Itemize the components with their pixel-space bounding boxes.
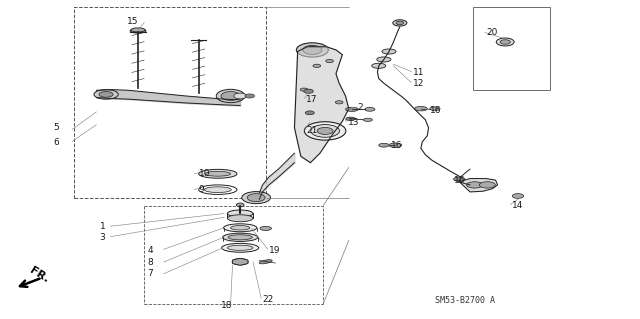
Ellipse shape <box>379 143 389 147</box>
Ellipse shape <box>479 182 495 188</box>
Text: 14: 14 <box>511 201 523 210</box>
Ellipse shape <box>198 169 237 178</box>
Ellipse shape <box>234 93 246 99</box>
Ellipse shape <box>372 63 386 68</box>
Ellipse shape <box>317 127 333 134</box>
Ellipse shape <box>393 20 407 26</box>
Ellipse shape <box>296 43 328 57</box>
Ellipse shape <box>454 177 465 181</box>
Ellipse shape <box>227 215 253 222</box>
Ellipse shape <box>130 29 146 33</box>
Ellipse shape <box>99 92 113 97</box>
Ellipse shape <box>204 187 231 193</box>
Ellipse shape <box>245 94 255 98</box>
Ellipse shape <box>228 235 252 240</box>
Ellipse shape <box>94 90 118 99</box>
Ellipse shape <box>311 124 339 137</box>
Ellipse shape <box>396 21 404 25</box>
Ellipse shape <box>300 88 308 91</box>
Text: SM53-B2700 A: SM53-B2700 A <box>435 296 495 305</box>
Ellipse shape <box>382 49 396 54</box>
Polygon shape <box>232 258 248 265</box>
Ellipse shape <box>430 107 440 111</box>
Ellipse shape <box>326 59 333 63</box>
Text: 22: 22 <box>262 295 274 304</box>
Text: 11: 11 <box>413 68 424 77</box>
Text: 7: 7 <box>148 269 154 278</box>
Ellipse shape <box>242 192 271 204</box>
Ellipse shape <box>247 194 265 202</box>
Ellipse shape <box>335 101 343 104</box>
Text: FR.: FR. <box>28 265 50 284</box>
Ellipse shape <box>377 57 391 62</box>
Ellipse shape <box>259 260 272 264</box>
Ellipse shape <box>230 226 250 230</box>
Ellipse shape <box>227 245 253 250</box>
Bar <box>473 7 550 90</box>
Text: 3: 3 <box>100 233 106 242</box>
Text: 9: 9 <box>198 185 204 194</box>
Text: 20: 20 <box>486 28 497 37</box>
Ellipse shape <box>415 107 428 111</box>
Text: 18: 18 <box>221 301 232 310</box>
Ellipse shape <box>389 143 402 147</box>
Ellipse shape <box>205 171 230 176</box>
Ellipse shape <box>221 243 259 252</box>
Polygon shape <box>460 179 497 192</box>
Bar <box>74 7 266 197</box>
Ellipse shape <box>500 40 510 44</box>
Ellipse shape <box>303 46 322 54</box>
Ellipse shape <box>227 210 253 217</box>
Text: 5: 5 <box>53 123 59 132</box>
Text: 15: 15 <box>127 17 139 26</box>
Ellipse shape <box>236 203 244 207</box>
Ellipse shape <box>346 117 355 121</box>
Text: 2: 2 <box>357 103 363 112</box>
Text: 19: 19 <box>269 246 280 255</box>
Ellipse shape <box>305 122 346 140</box>
Text: 21: 21 <box>306 126 317 135</box>
Ellipse shape <box>305 111 314 115</box>
Text: 1: 1 <box>100 222 106 231</box>
Text: 12: 12 <box>413 79 424 88</box>
Ellipse shape <box>223 224 257 232</box>
Ellipse shape <box>131 28 145 32</box>
Text: 8: 8 <box>148 258 154 267</box>
Text: 10: 10 <box>198 169 210 178</box>
Ellipse shape <box>496 38 514 46</box>
Ellipse shape <box>221 92 240 100</box>
Ellipse shape <box>512 194 524 198</box>
Ellipse shape <box>365 108 375 111</box>
Ellipse shape <box>364 118 372 122</box>
Text: 16: 16 <box>430 106 442 115</box>
Ellipse shape <box>467 182 483 188</box>
Polygon shape <box>294 47 349 163</box>
Ellipse shape <box>232 259 248 265</box>
Ellipse shape <box>216 89 245 103</box>
Text: 6: 6 <box>53 137 59 146</box>
Ellipse shape <box>346 107 358 111</box>
Ellipse shape <box>313 64 321 67</box>
Text: 17: 17 <box>306 95 317 104</box>
Text: 13: 13 <box>348 118 359 128</box>
Text: 16: 16 <box>391 141 403 150</box>
Text: 16: 16 <box>454 176 466 185</box>
Ellipse shape <box>304 89 314 93</box>
Text: 4: 4 <box>148 246 153 255</box>
Ellipse shape <box>260 226 271 231</box>
Ellipse shape <box>223 233 258 241</box>
